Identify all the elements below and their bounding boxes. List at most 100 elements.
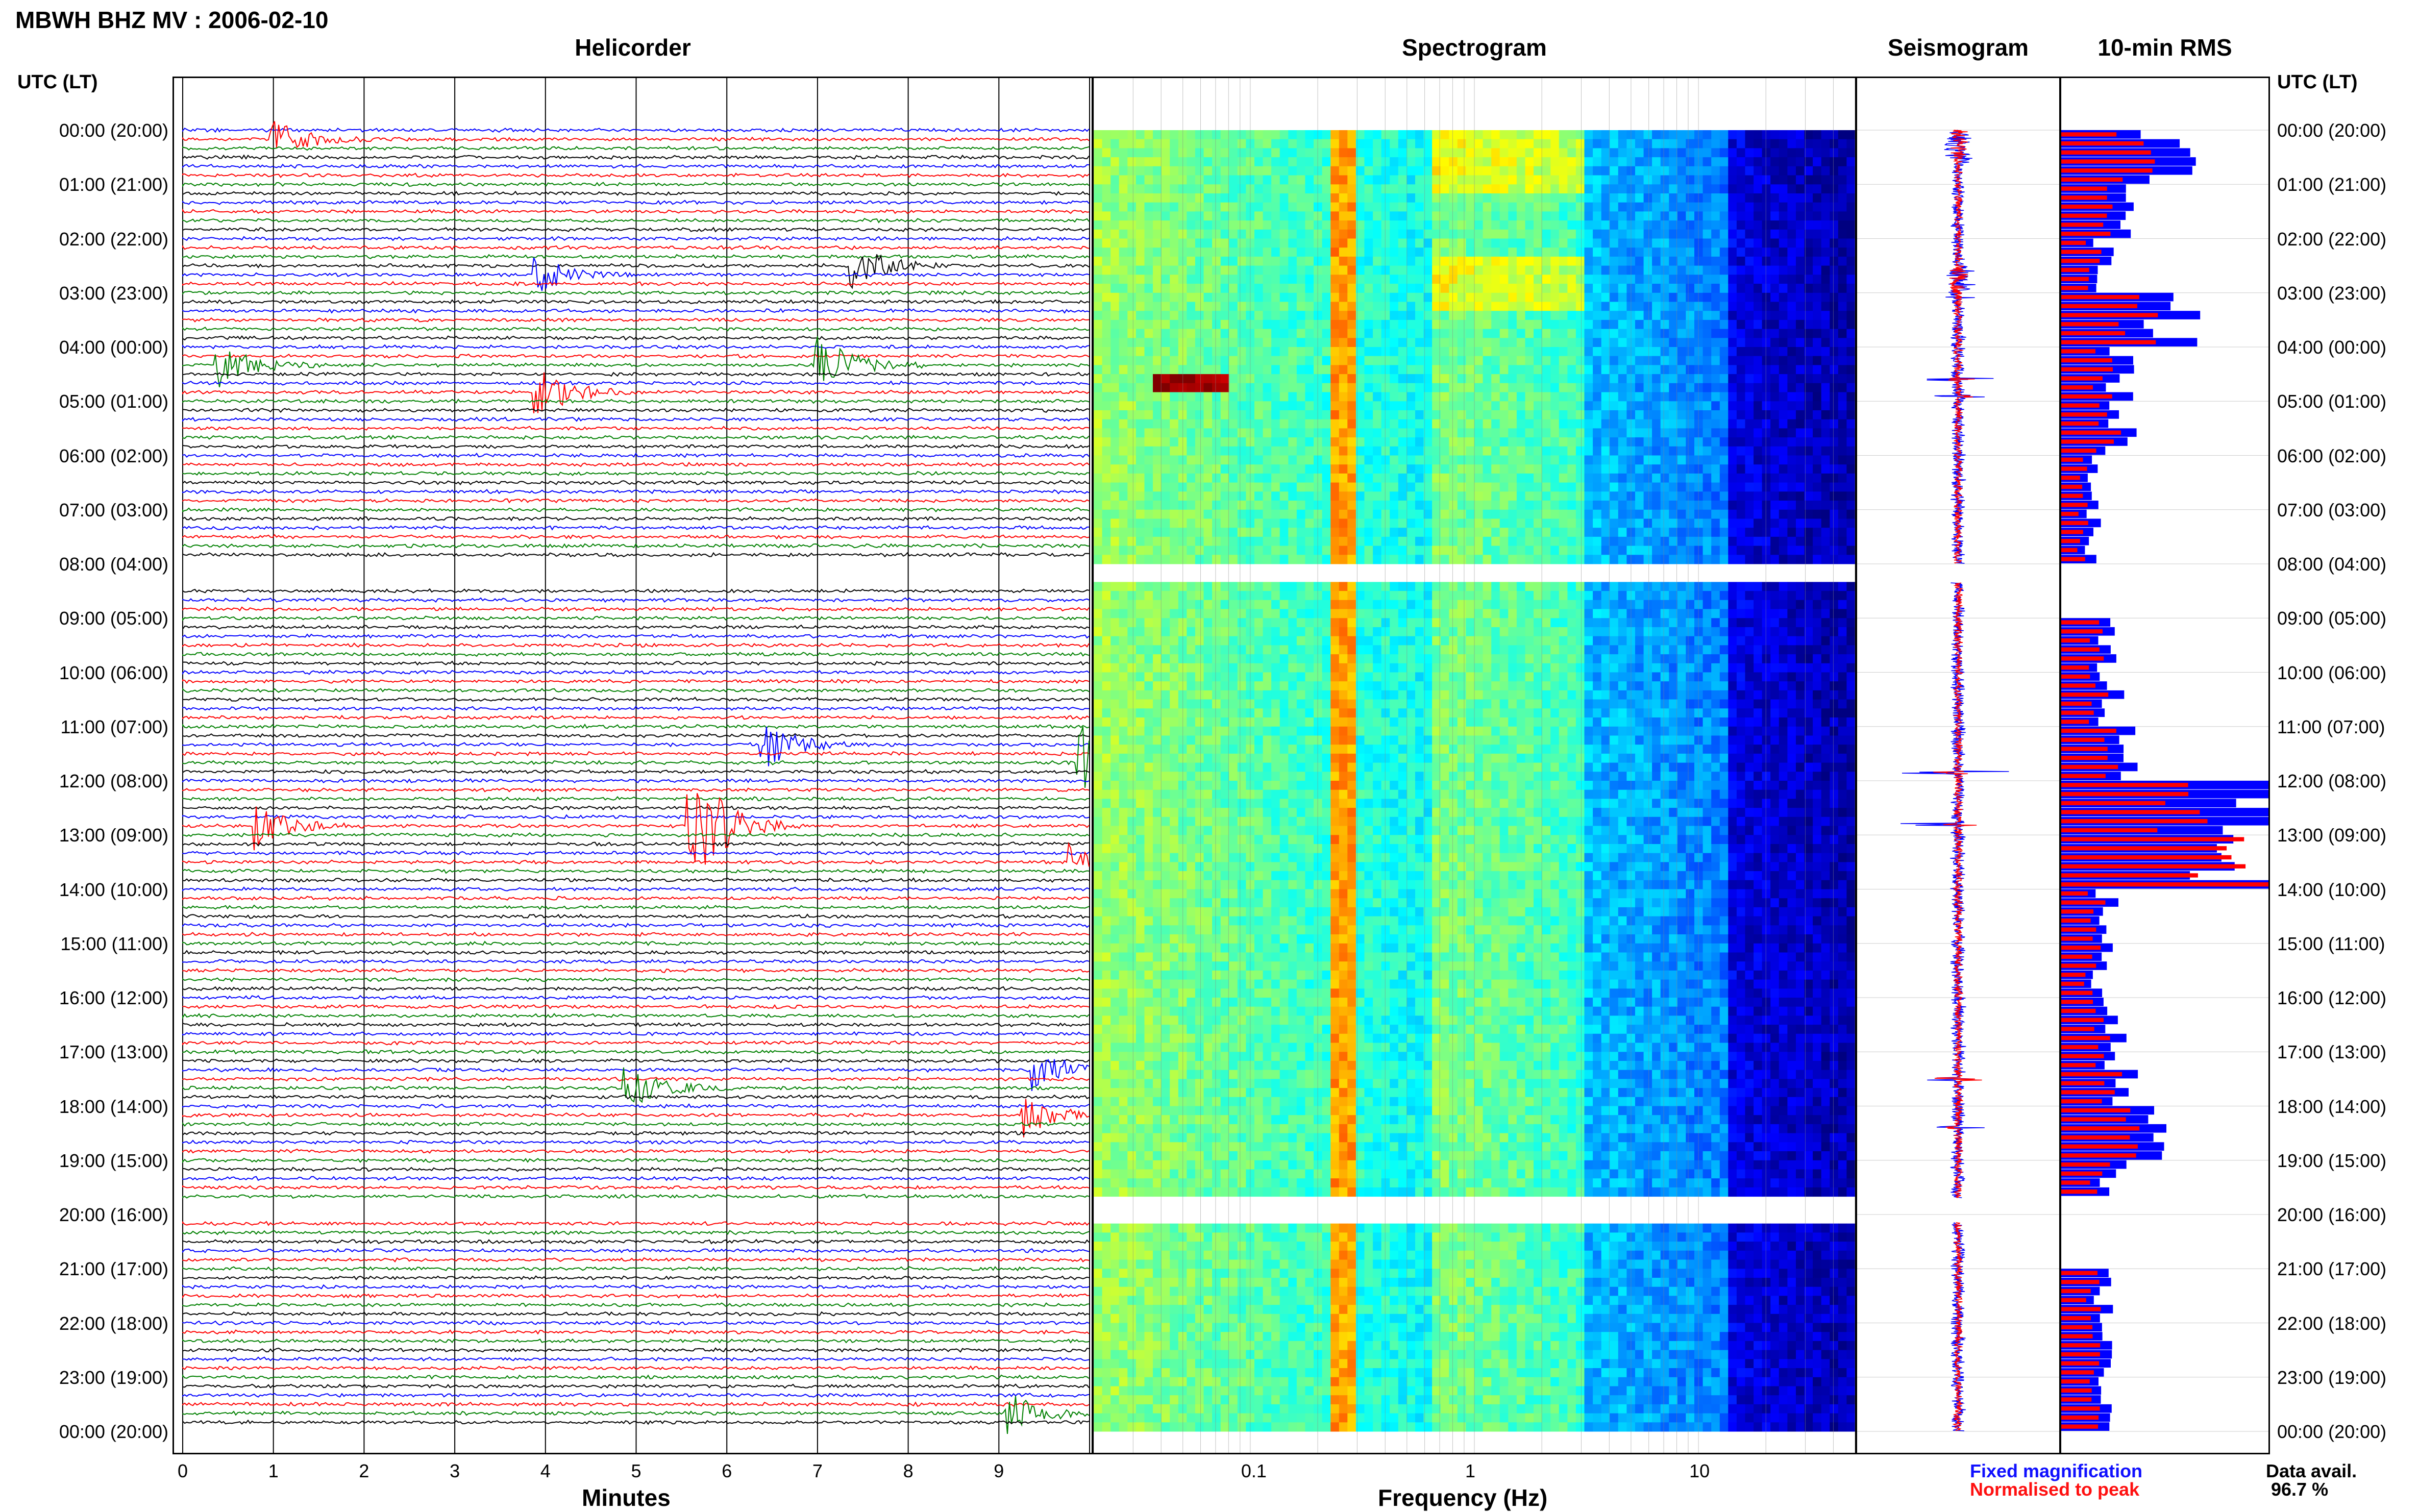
spectrogram-title: Spectrogram [1402, 34, 1547, 61]
rms-normalised-bar [2061, 376, 2103, 381]
helicorder-trace [182, 652, 1090, 657]
rms-normalised-bar [2061, 828, 2158, 833]
rms-normalised-bar [2061, 466, 2087, 471]
rms-normalised-bar [2061, 539, 2080, 543]
helicorder-trace [182, 1058, 1090, 1063]
rms-normalised-bar [2061, 1280, 2100, 1284]
helicorder-trace [182, 679, 1090, 684]
rms-normalised-bar [2061, 981, 2084, 986]
time-label-right: 01:00 (21:00) [2277, 174, 2387, 195]
helicorder-trace [182, 904, 1090, 910]
helicorder-trace [182, 1139, 1090, 1145]
time-label-left: 06:00 (02:00) [59, 445, 168, 466]
helicorder-trace [182, 1266, 1090, 1272]
rms-normalised-bar [2061, 1171, 2103, 1176]
time-label-right: 00:00 (20:00) [2277, 120, 2387, 141]
helicorder-trace [182, 751, 1090, 757]
seismogram-panel [1856, 77, 2061, 1454]
time-label-right: 13:00 (09:00) [2277, 825, 2387, 846]
rms-normalised-bar [2061, 213, 2107, 218]
helicorder-trace [182, 534, 1090, 540]
time-label-right: 02:00 (22:00) [2277, 228, 2387, 250]
rms-normalised-bar [2061, 557, 2085, 561]
availability-value: 96.7 % [2271, 1479, 2329, 1500]
helicorder-trace [182, 163, 1090, 169]
helicorder-trace [182, 380, 1090, 386]
rms-normalised-bar [2061, 231, 2111, 236]
rms-normalised-bar [2061, 990, 2093, 995]
helicorder-trace [182, 1012, 1090, 1020]
helicorder-tick-label: 2 [359, 1460, 369, 1481]
time-label-left: 16:00 (12:00) [59, 987, 168, 1008]
rms-normalised-bar [2061, 692, 2109, 697]
rms-normalised-bar [2061, 810, 2200, 814]
helicorder-trace [182, 832, 1090, 838]
rms-normalised-bar [2061, 1379, 2090, 1384]
rms-normalised-bar [2061, 313, 2158, 317]
rms-normalised-bar [2061, 764, 2118, 770]
helicorder-trace [182, 344, 1090, 350]
helicorder-trace [182, 1031, 1090, 1036]
helicorder-tick-label: 3 [450, 1460, 460, 1481]
rms-normalised-bar [2061, 674, 2090, 679]
helicorder-trace [182, 172, 1090, 178]
helicorder-trace [182, 1275, 1090, 1280]
rms-normalised-bar [2061, 1397, 2092, 1402]
rms-normalised-bar [2061, 1325, 2093, 1330]
rms-normalised-bar [2061, 1063, 2096, 1068]
rms-normalised-bar [2061, 520, 2088, 525]
helicorder-trace [182, 426, 1090, 431]
time-label-left: 18:00 (14:00) [59, 1096, 168, 1117]
rms-panel [2060, 77, 2270, 1454]
time-label-left: 22:00 (18:00) [59, 1312, 168, 1334]
time-label-right: 10:00 (06:00) [2277, 662, 2387, 683]
helicorder-trace [182, 257, 1090, 291]
helicorder-tick-label: 7 [812, 1460, 823, 1481]
helicorder-trace [182, 642, 1090, 648]
helicorder-trace [182, 200, 1090, 205]
time-label-left: 00:00 (20:00) [59, 120, 168, 141]
helicorder-trace [182, 986, 1090, 992]
time-label-right: 17:00 (13:00) [2277, 1042, 2387, 1063]
time-label-left: 07:00 (03:00) [59, 499, 168, 520]
helicorder-trace [182, 1175, 1090, 1181]
time-label-left: 02:00 (22:00) [59, 228, 168, 250]
rms-normalised-bar [2061, 1162, 2110, 1167]
helicorder-trace [182, 516, 1090, 522]
rms-normalised-bar [2061, 493, 2083, 498]
time-label-right: 23:00 (19:00) [2277, 1367, 2387, 1388]
helicorder-trace [182, 995, 1090, 1000]
helicorder-trace [182, 1284, 1090, 1290]
rms-normalised-bar [2061, 150, 2151, 155]
rms-normalised-bar [2061, 1343, 2101, 1348]
rms-normalised-bar [2061, 421, 2099, 426]
time-label-left: 17:00 (13:00) [59, 1042, 168, 1063]
time-label-left: 09:00 (05:00) [59, 608, 168, 629]
helicorder-trace [182, 597, 1090, 603]
rms-normalised-bar [2061, 1027, 2094, 1031]
rms-normalised-bar [2061, 1316, 2091, 1321]
helicorder-trace [182, 688, 1090, 693]
helicorder-trace [182, 1248, 1090, 1253]
rms-normalised-bar [2061, 1045, 2099, 1050]
time-label-left: 14:00 (10:00) [59, 879, 168, 900]
rms-normalised-bar [2061, 1307, 2101, 1311]
helicorder-trace [182, 1238, 1090, 1245]
time-label-left: 10:00 (06:00) [59, 662, 168, 683]
helicorder-trace [182, 489, 1090, 494]
helicorder-trace [182, 507, 1090, 513]
rms-normalised-bar [2061, 1153, 2136, 1158]
helicorder-trace [182, 805, 1090, 811]
helicorder-trace [182, 227, 1090, 233]
helicorder-trace [182, 1167, 1090, 1172]
helicorder-trace [182, 793, 1090, 865]
rms-normalised-bar [2061, 801, 2165, 805]
helicorder-trace [182, 480, 1090, 486]
helicorder-trace [182, 814, 1090, 820]
rms-normalised-bar [2061, 710, 2094, 715]
rms-normalised-bar [2061, 683, 2095, 688]
rms-normalised-bar [2061, 1081, 2105, 1085]
time-axis-left: 00:00 (20:00) 01:00 (21:00) 02:00 (22:00) 0… [0, 0, 168, 1512]
helicorder-plot [182, 78, 1090, 1453]
rms-normalised-bar [2061, 358, 2112, 363]
